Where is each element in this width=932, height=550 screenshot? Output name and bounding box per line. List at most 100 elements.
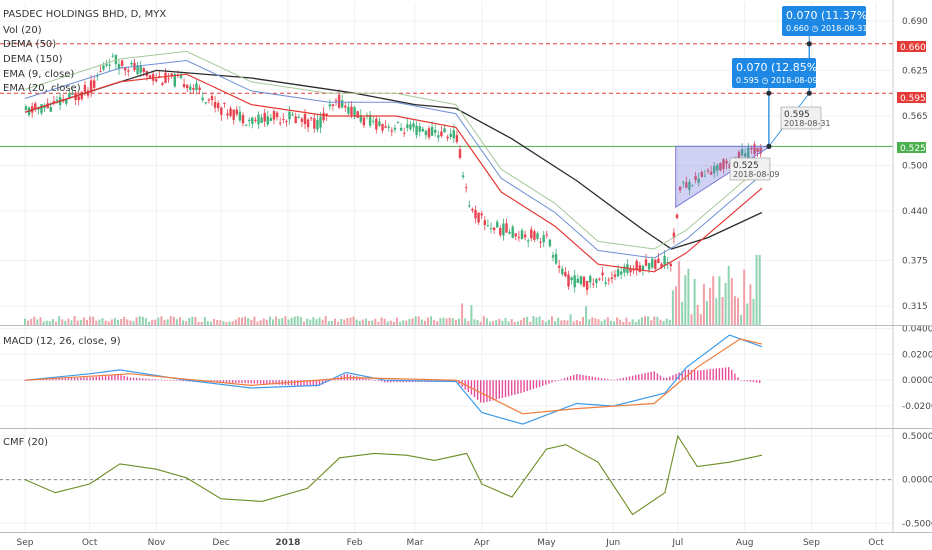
volume-bar <box>544 321 547 325</box>
anchor-point-1[interactable] <box>766 90 772 96</box>
candle-body <box>204 102 207 104</box>
volume-bar <box>588 319 591 325</box>
anchor-point-3[interactable] <box>806 41 812 47</box>
candle-body <box>688 181 691 190</box>
candle-body <box>713 165 716 174</box>
candle-body <box>709 171 713 175</box>
price-panel[interactable] <box>0 36 893 325</box>
candle-body <box>378 121 381 126</box>
macd-histogram-bar <box>228 380 231 383</box>
macd-panel[interactable] <box>24 334 763 425</box>
candle-body <box>328 104 331 107</box>
candle-body <box>155 79 158 82</box>
macd-histogram-bar <box>95 376 97 381</box>
indicator-macd: MACD (12, 26, close, 9) <box>3 336 121 347</box>
macd-histogram-bar <box>176 380 178 381</box>
macd-histogram-bar <box>359 377 361 381</box>
macd-tick-label: 0.0200 <box>902 350 932 360</box>
macd-histogram-bar <box>641 373 643 381</box>
volume-bar <box>191 316 194 325</box>
macd-histogram-bar <box>387 380 389 383</box>
macd-histogram-bar <box>569 376 572 381</box>
macd-histogram-bar <box>728 367 730 381</box>
x-tick-label: Oct <box>868 538 884 548</box>
volume-bar <box>154 319 157 325</box>
candle-body <box>198 87 201 91</box>
volume-bar <box>613 321 615 325</box>
candle-body <box>418 126 421 132</box>
volume-bar <box>628 321 631 325</box>
macd-histogram-bar <box>517 380 519 394</box>
volume-bar <box>309 319 312 325</box>
candle-body <box>102 65 105 70</box>
volume-bar <box>337 321 340 325</box>
volume-bar <box>203 317 206 325</box>
indicator-ema9: EMA (9, close) <box>3 69 74 80</box>
macd-histogram-bar <box>170 380 172 381</box>
volume-bar <box>637 319 640 325</box>
volume-bar <box>681 301 684 325</box>
candle-body <box>706 170 710 172</box>
macd-histogram-bar <box>749 380 752 382</box>
candle-body <box>387 126 390 128</box>
candle-body <box>737 151 741 159</box>
volume-bar <box>733 296 736 325</box>
candle-body <box>675 214 679 219</box>
candle-body <box>170 73 173 77</box>
volume-bar <box>247 318 250 325</box>
indicator-legend: PASDEC HOLDINGS BHD, D, MYX Vol (20) DEM… <box>3 9 166 448</box>
candle-body <box>570 277 573 281</box>
annotation-1-main: 0.070 (12.85%) in <box>736 61 835 74</box>
triangle-pattern <box>675 145 772 209</box>
candle-body <box>480 213 483 216</box>
volume-bar <box>241 317 243 325</box>
candle-body <box>136 65 139 75</box>
volume-bar <box>569 314 572 325</box>
volume-bar <box>281 317 284 325</box>
anchor-point-2[interactable] <box>806 90 812 96</box>
level-badge-595 <box>897 92 926 103</box>
annotation-callouts[interactable]: 0.070 (12.85%) in 0.595 ◷ 2018-08-09 0.0… <box>729 6 885 181</box>
volume-bar <box>194 317 197 325</box>
anchor-point-0[interactable] <box>766 143 772 149</box>
volume-bar <box>135 317 138 325</box>
volume-bar <box>126 319 129 325</box>
ema20-line <box>24 73 763 273</box>
volume-bar <box>411 318 414 325</box>
volume-bar <box>172 316 175 325</box>
macd-histogram-bar <box>135 378 138 381</box>
candle-body <box>465 187 468 189</box>
candle-body <box>86 90 90 96</box>
candle-body <box>130 62 133 65</box>
macd-histogram-bar <box>132 377 135 381</box>
annotation-2-box[interactable] <box>782 6 866 36</box>
macd-histogram-bar <box>715 368 717 381</box>
candle-body <box>43 106 46 109</box>
macd-histogram-bar <box>631 375 634 381</box>
volume-bar <box>138 316 141 325</box>
macd-histogram-bar <box>476 380 479 400</box>
price-tick-label: 0.565 <box>902 112 928 122</box>
macd-histogram-bar <box>139 378 141 381</box>
macd-histogram-bar <box>684 369 686 381</box>
macd-histogram-bar <box>64 378 66 381</box>
volume-bar <box>482 316 485 325</box>
macd-histogram-bar <box>576 374 578 381</box>
volume-bar <box>591 317 594 325</box>
candle-body <box>421 128 424 132</box>
volume-bar <box>303 321 305 325</box>
macd-histogram-bar <box>759 380 761 384</box>
volume-bar <box>76 320 79 325</box>
volume-bar <box>489 321 491 325</box>
volume-bar <box>414 316 417 325</box>
volume-bar <box>696 304 699 325</box>
macd-histogram-bar <box>486 380 488 403</box>
macd-histogram-bar <box>294 380 296 386</box>
candle-body <box>443 128 446 133</box>
candle-body <box>756 148 759 152</box>
macd-histogram-bar <box>269 380 271 385</box>
macd-histogram-bar <box>247 380 249 384</box>
annotation-1-box[interactable] <box>732 58 816 88</box>
cmf-panel[interactable] <box>0 434 893 516</box>
